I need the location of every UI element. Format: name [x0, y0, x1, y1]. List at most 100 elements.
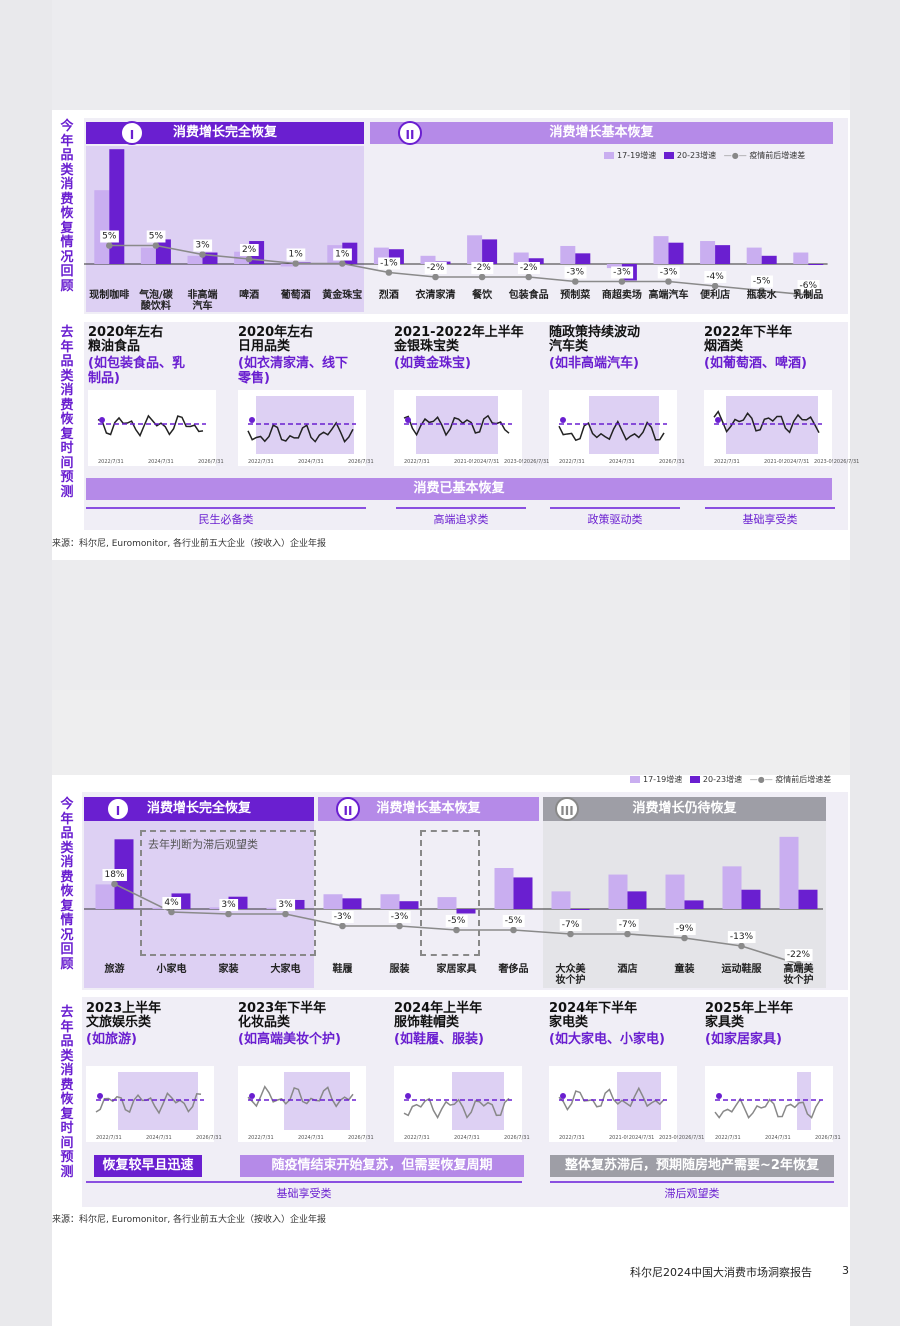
bottom-banner-phase1: I 消费增长完全恢复: [84, 797, 314, 821]
category-label: 啤酒: [239, 290, 260, 301]
diff-label: -3%: [391, 912, 409, 922]
diff-point: [396, 922, 403, 930]
top-bar-chart: 5% 5% 3% 2% 1% 1% -1% -2% -2% -2% -3% -3% -3% -4% -5% -…: [84, 149, 828, 299]
bar-17-19增速: [560, 245, 576, 264]
category-label: 酒店: [617, 964, 638, 975]
bar-20-23增速: [668, 242, 684, 264]
top-mini-title: 2020年左右 日用品类: [238, 325, 314, 354]
diff-label-bg: [102, 869, 127, 881]
top-banner2-text: 消费增长基本恢复: [549, 125, 654, 140]
category-label: 服装: [389, 964, 410, 975]
mini-tick: 2022/7/31: [98, 459, 124, 465]
diff-label-bg: [445, 915, 468, 927]
group-label: 基础享受类: [276, 1187, 332, 1200]
bottom-mini-chart: 2022/7/31 2024/7/31 2026/7/31: [238, 1066, 374, 1142]
mini-line: [247, 421, 354, 443]
diff-label: 5%: [102, 232, 117, 242]
bottom-mini-title: 2023上半年 文旅娱乐类: [86, 1001, 162, 1030]
diff-point: [339, 260, 346, 267]
category-label: 旅游: [104, 964, 125, 975]
mini-line: [558, 420, 665, 442]
group-line: [86, 1181, 522, 1183]
diff-label-bg: [704, 271, 727, 283]
diff-label: -5%: [448, 916, 466, 926]
footer-page-number: 3: [842, 1264, 849, 1277]
mini-tick: 2024/7/31: [298, 459, 324, 465]
top-long-banner: 消费已基本恢复: [86, 478, 832, 500]
bar-17-19增速: [280, 264, 296, 267]
mini-tick: 2022/7/31: [248, 1135, 274, 1141]
diff-point: [738, 942, 745, 950]
mini-svg: 2022/7/31 2021-0!2024/7/31 2023-0!2026/7/3…: [558, 1072, 704, 1141]
top-legend: 17-19增速 20-23增速 —●— 疫情前后增速差: [604, 150, 805, 161]
category-label: 葡萄酒: [280, 290, 311, 301]
category-label: 运动鞋服: [721, 964, 762, 975]
bar-17-19增速: [437, 897, 457, 909]
mini-tick: 2024/7/31: [148, 459, 174, 465]
mini-tick: 2023-0!2026/7/31: [504, 459, 549, 465]
diff-label: 1%: [335, 250, 350, 260]
diff-label: 5%: [149, 232, 164, 242]
category-label: 童装: [674, 964, 695, 975]
diff-label: 1%: [289, 250, 304, 260]
bar-20-23增速: [627, 891, 647, 909]
top-banner1-text: 消费增长完全恢复: [172, 125, 277, 140]
diff-point: [339, 922, 346, 930]
diff-label: -9%: [676, 924, 694, 934]
diff-label: -3%: [613, 268, 631, 278]
mini-tick: 2024/7/31: [765, 1135, 791, 1141]
diff-label-bg: [378, 257, 401, 270]
mini-tick: 2026/7/31: [504, 1135, 530, 1141]
section-gap: [52, 560, 850, 690]
diff-label-bg: [750, 275, 773, 288]
mini-tick: 2022/7/31: [248, 459, 274, 465]
mini-svg: 2022/7/31 2024/7/31 2026/7/31: [247, 1072, 374, 1141]
group-label: 基础享受类: [742, 513, 798, 526]
bar-17-19增速: [700, 241, 716, 264]
bar-20-23增速: [570, 909, 590, 910]
bar-20-23增速: [456, 909, 476, 914]
diff-label-bg: [162, 897, 182, 909]
diff-label: -6%: [800, 281, 818, 291]
bar-17-19增速: [187, 255, 203, 264]
mini-tick: 2021-0!2024/7/31: [454, 459, 499, 465]
diff-label-bg: [502, 915, 525, 927]
bar-17-19增速: [380, 894, 400, 909]
mini-svg: 2022/7/31 2024/7/31 2026/7/31: [97, 414, 224, 465]
bottom-legend: 17-19增速 20-23增速 —●— 疫情前后增速差: [630, 774, 831, 785]
bottom-mini-chart: 2022/7/31 2021-0!2024/7/31 2023-0!2026/7/3…: [549, 1066, 704, 1142]
category-label: 包装食品: [508, 290, 549, 301]
mini-svg: 2022/7/31 2024/7/31 2026/7/31: [403, 1072, 530, 1141]
top-mini-title: 随政策持续波动 汽车类: [549, 325, 641, 354]
category-label: 商超卖场: [601, 290, 642, 301]
bar-17-19增速: [608, 874, 628, 909]
diff-point: [106, 242, 113, 249]
bottom-mini-subtitle: (如旅游): [86, 1032, 137, 1047]
bar-20-23增速: [684, 900, 704, 909]
diff-label: -2%: [473, 263, 491, 273]
top-mini-title: 2021-2022年上半年 金银珠宝类: [394, 325, 524, 354]
category-label: 便利店: [700, 290, 731, 301]
mini-svg: 2022/7/31 2024/7/31 2026/7/31: [714, 1072, 841, 1141]
top-mini-subtitle: (如非高端汽车): [549, 356, 639, 371]
bar-20-23增速: [808, 264, 824, 265]
top-mini-subtitle: (如黄金珠宝): [394, 356, 471, 371]
diff-point: [111, 880, 118, 888]
mini-line: [558, 1086, 665, 1111]
diff-label-bg: [471, 262, 494, 274]
bar-17-19增速: [494, 868, 514, 909]
mini-shade: [797, 1072, 811, 1130]
group-label: 滞后观望类: [664, 1187, 720, 1200]
mini-tick: 2026/7/31: [348, 459, 374, 465]
bottom-mini-title: 2024年上半年 服饰鞋帽类: [394, 1001, 483, 1030]
bottom-legend-c: 疫情前后增速差: [775, 775, 832, 784]
bar-20-23增速: [528, 258, 544, 264]
bottom-mini-title: 2024年下半年 家电类: [549, 1001, 638, 1030]
legend-light-swatch: [604, 152, 614, 159]
bottom-mini-subtitle: (如鞋履、服装): [394, 1032, 484, 1047]
diff-label-bg: [333, 248, 352, 261]
top-mini-chart: 2022/7/31 2024/7/31 2026/7/31: [88, 390, 224, 466]
bottom-banner-phase2: II 消费增长基本恢复: [318, 797, 539, 821]
bottom-banner3-text: 消费增长仍待恢复: [632, 801, 737, 816]
group-line: [705, 507, 835, 509]
